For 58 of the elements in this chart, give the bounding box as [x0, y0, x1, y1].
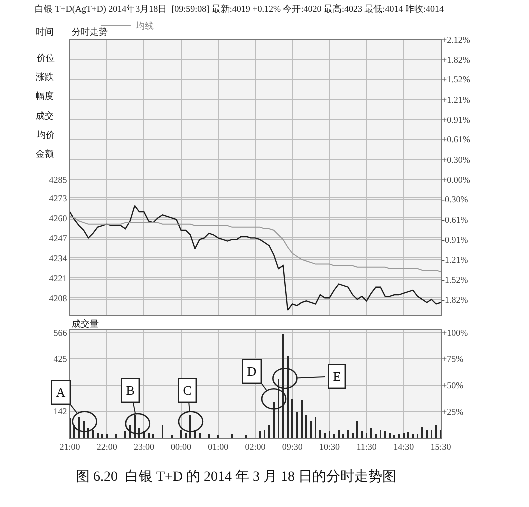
x-tick-label: 01:00 [208, 442, 230, 452]
y2-tick-label: +1.52% [442, 74, 471, 85]
x-tick-label: 09:30 [282, 442, 304, 452]
y2-tick-label: +100% [442, 328, 469, 338]
y-tick-label: 4221 [49, 273, 68, 284]
y-tick-label: 4234 [49, 253, 68, 264]
chart-title: 成交量 [72, 319, 99, 330]
y2-tick-label: +0.61% [442, 134, 471, 145]
text: 价位 [36, 53, 55, 63]
text: 金额 [36, 149, 54, 159]
annotation: B [126, 383, 136, 398]
y2-tick-label: -0.61% [442, 215, 469, 226]
text: 幅度 [36, 91, 54, 101]
x-tick-label: 22:00 [96, 442, 118, 452]
y-tick-label: 4273 [49, 193, 68, 204]
y-tick-label: 4260 [49, 213, 68, 224]
y-tick-label: 142 [54, 406, 68, 417]
caption: 图 6.20 白银 T+D 的 2014 年 3 月 18 日的分时走势图 [76, 469, 397, 485]
y-tick-label: 566 [54, 328, 68, 338]
x-tick-label: 11:30 [356, 442, 378, 452]
x-tick-label: 21:00 [60, 442, 81, 452]
y2-tick-label: -0.91% [442, 234, 469, 245]
y2-tick-label: -1.52% [442, 275, 469, 286]
y2-tick-label: -1.21% [442, 254, 469, 265]
chart-subtitle: 分时走势 [72, 27, 108, 37]
annotation: C [183, 383, 192, 398]
y-tick-label: 4285 [49, 174, 68, 185]
x-tick-label: 23:00 [134, 442, 155, 452]
line-series [70, 205, 441, 311]
x-tick-label: 15:30 [430, 442, 452, 452]
y-tick-label: 425 [54, 354, 68, 364]
y2-tick-label: +25% [442, 406, 464, 417]
text: A [56, 385, 66, 400]
text: 时间 [36, 27, 54, 37]
x-tick-label: 10:30 [319, 442, 340, 452]
text: 均价 [36, 130, 55, 140]
text: 成交 [36, 111, 54, 121]
y2-tick-label: +0.00% [442, 174, 471, 185]
annotation: D [247, 364, 257, 380]
y2-tick-label: +2.12% [442, 35, 471, 46]
legend-label: 均线 [134, 21, 154, 32]
y-tick-label: 4247 [49, 233, 68, 244]
chart-title: 白银 T+D(AgT+D) 2014年3月18日 [09:59:08] 最新:4019 +0.12% 今开:4020 最高:4023 最低:4014 昨收:4014 [35, 4, 444, 14]
y2-tick-label: +1.21% [442, 95, 471, 106]
text: 涨跌 [36, 72, 54, 82]
x-tick-label: 02:00 [245, 442, 266, 452]
line-series [70, 216, 441, 272]
x-tick-label: 14:30 [394, 442, 415, 452]
x-tick-label: 00:00 [171, 442, 192, 452]
y2-tick-label: +1.82% [442, 54, 471, 65]
annotation: E [333, 369, 342, 384]
y2-tick-label: -1.82% [442, 294, 469, 305]
y2-tick-label: +75% [442, 354, 464, 364]
y2-tick-label: +0.91% [442, 114, 471, 125]
y2-tick-label: +0.30% [442, 155, 471, 166]
y-tick-label: 4208 [49, 293, 68, 304]
y2-tick-label: +50% [442, 380, 464, 390]
y2-tick-label: -0.30% [442, 194, 469, 205]
